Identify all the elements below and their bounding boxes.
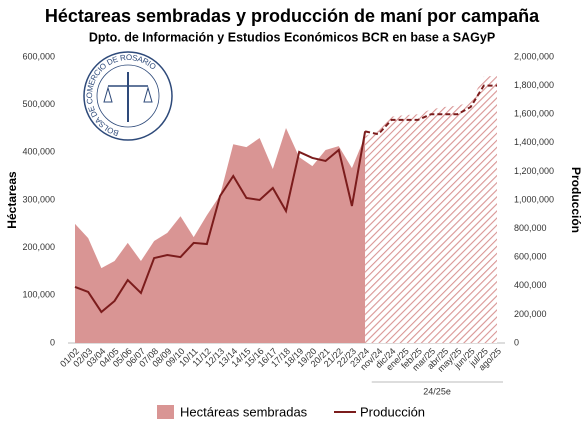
legend-label: Hectáreas sembradas: [180, 404, 308, 419]
line-estimate: [364, 84, 497, 136]
y-axis-title: Héctareas: [5, 171, 19, 229]
chart-title: Héctareas sembradas y producción de maní…: [45, 6, 540, 26]
y2-tick-label: 1,000,000: [514, 194, 554, 204]
y2-tick-label: 1,200,000: [514, 166, 554, 176]
y2-tick-label: 1,800,000: [514, 80, 554, 90]
y2-tick-label: 600,000: [514, 252, 547, 262]
y2-tick-label: 200,000: [514, 309, 547, 319]
y2-axis-title: Producción: [569, 167, 583, 233]
y-tick-label: 400,000: [22, 147, 55, 157]
legend-swatch: [157, 405, 174, 419]
area-estimate: [365, 76, 497, 344]
y2-tick-label: 2,000,000: [514, 51, 554, 61]
y2-tick-label: 800,000: [514, 223, 547, 233]
logo: BOLSA DE COMERCIO DE ROSARIO: [83, 51, 173, 141]
y-tick-label: 300,000: [22, 194, 55, 204]
chart-subtitle: Dpto. de Información y Estudios Económic…: [89, 30, 495, 44]
line: [74, 131, 367, 314]
y-tick-label: 200,000: [22, 242, 55, 252]
y-tick-label: 100,000: [22, 290, 55, 300]
y-tick-label: 600,000: [22, 51, 55, 61]
y2-tick-label: 1,400,000: [514, 137, 554, 147]
group-label: 24/25e: [423, 386, 451, 396]
y2-tick-label: 1,600,000: [514, 109, 554, 119]
y2-tick-label: 0: [514, 337, 519, 347]
y2-tick-label: 400,000: [514, 280, 547, 290]
y-tick-label: 500,000: [22, 99, 55, 109]
legend-label: Producción: [360, 404, 425, 419]
y-tick-label: 0: [50, 337, 55, 347]
